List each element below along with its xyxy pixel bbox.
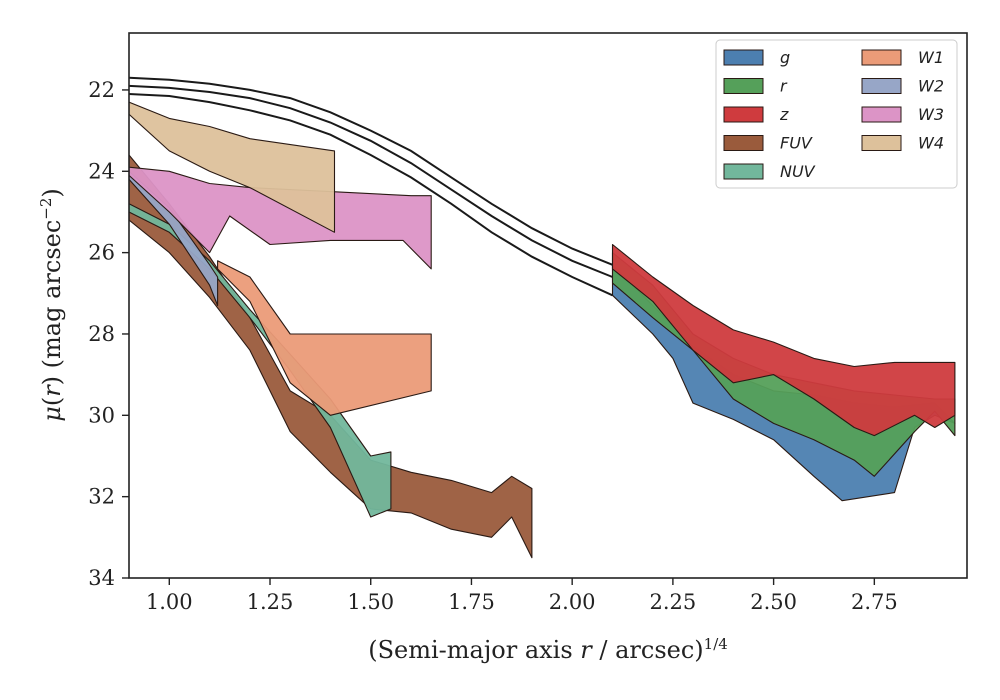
band-w3 xyxy=(129,166,432,270)
legend-label-w2: W2 xyxy=(918,77,944,96)
y-tick-label: 32 xyxy=(88,485,115,509)
y-tick-label: 34 xyxy=(88,566,115,590)
legend: grz FUV NUV W1 W2 W3 W4 xyxy=(715,39,958,189)
axes-frame xyxy=(128,32,968,579)
profile-line-1 xyxy=(129,76,613,266)
legend-swatch-w2 xyxy=(861,78,902,94)
x-axis-title: (Semi-major axis r / arcsec)1/4 xyxy=(368,635,728,664)
legend-swatch-w4 xyxy=(861,135,902,151)
profile-line-2 xyxy=(129,84,613,278)
legend-label-g: g xyxy=(780,48,790,67)
y-axis: 22 24 26 28 30 32 34 xyxy=(88,78,129,590)
legend-label-w3: W3 xyxy=(918,105,944,124)
x-tick-label: 2.50 xyxy=(750,590,797,614)
x-tick-label: 2.00 xyxy=(549,590,596,614)
legend-swatch-z xyxy=(723,106,764,123)
band-w4 xyxy=(129,101,336,233)
y-tick-label: 30 xyxy=(88,403,115,427)
band-w2 xyxy=(129,170,219,307)
plot-area xyxy=(129,76,956,559)
y-tick-label: 26 xyxy=(88,241,115,265)
legend-swatch-g xyxy=(723,49,764,66)
y-tick-label: 28 xyxy=(88,322,115,346)
band-fuv xyxy=(129,154,533,559)
legend-swatch-w1 xyxy=(861,49,902,66)
y-tick-label: 22 xyxy=(88,78,115,102)
legend-label-r: r xyxy=(780,77,788,96)
x-tick-label: 1.75 xyxy=(448,590,495,614)
x-tick-label: 1.25 xyxy=(247,590,294,614)
x-axis: 1.00 1.25 1.50 1.75 2.00 2.25 2.50 2.75 xyxy=(146,578,898,614)
legend-swatch-r xyxy=(723,78,764,94)
legend-label-z: z xyxy=(779,105,789,124)
legend-swatch-fuv xyxy=(723,135,764,151)
band-w1 xyxy=(217,260,432,416)
band-z xyxy=(611,243,956,437)
legend-label-nuv: NUV xyxy=(780,162,816,181)
y-axis-title: μ(r) (mag arcsec−2) xyxy=(37,188,66,422)
legend-label-w4: W4 xyxy=(918,134,944,153)
x-tick-label: 2.75 xyxy=(851,590,898,614)
y-tick-label: 24 xyxy=(88,159,115,183)
x-tick-label: 1.00 xyxy=(146,590,193,614)
legend-label-w1: W1 xyxy=(918,48,944,67)
profile-line-3 xyxy=(129,93,613,297)
legend-label-fuv: FUV xyxy=(780,134,813,153)
x-tick-label: 1.50 xyxy=(347,590,394,614)
x-tick-label: 2.25 xyxy=(650,590,697,614)
legend-swatch-w3 xyxy=(861,106,902,123)
legend-swatch-nuv xyxy=(723,163,764,180)
